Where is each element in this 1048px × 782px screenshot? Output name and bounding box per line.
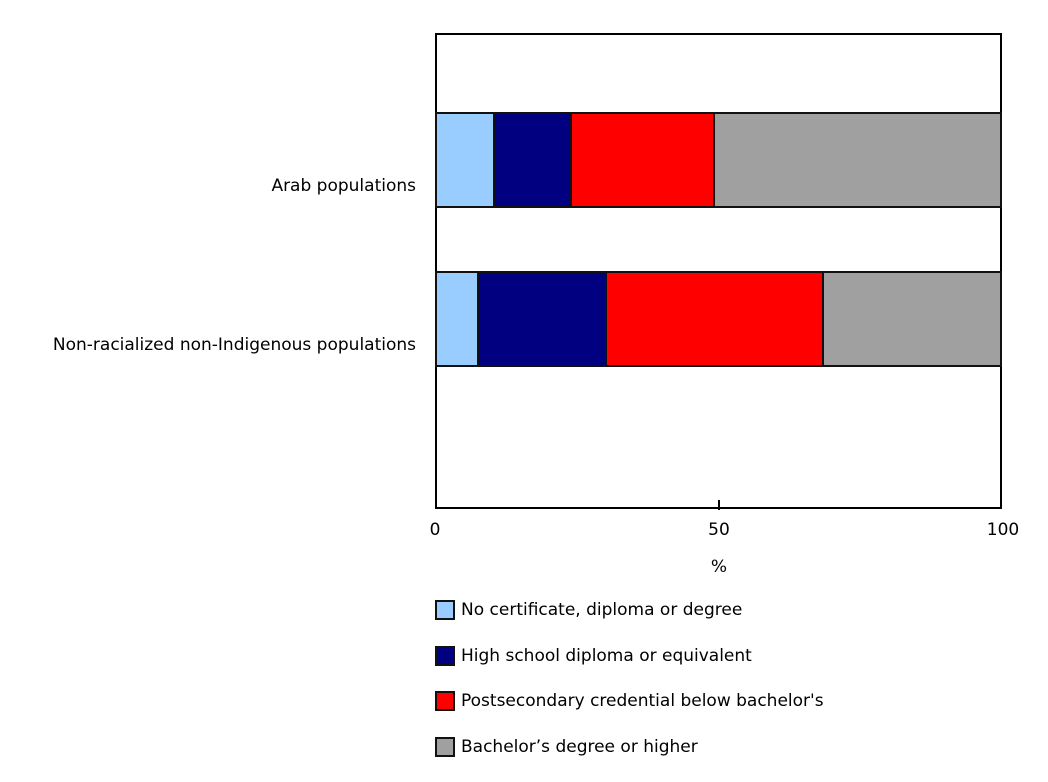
legend-swatch-gray: [435, 736, 455, 757]
legend-swatch-navy: [435, 645, 455, 666]
legend-label: Postsecondary credential below bachelor'…: [461, 691, 824, 711]
bar-segment-high-school-diploma-or-equivalent: [492, 112, 573, 208]
bar-arab-populations: [435, 112, 1002, 208]
legend-item-bachelors: Bachelor’s degree or higher: [435, 736, 824, 757]
legend-label: No certificate, diploma or degree: [461, 600, 743, 620]
bar-segment-bachelor-s-degree-or-higher: [821, 271, 1002, 367]
bar-segment-high-school-diploma-or-equivalent: [477, 271, 607, 367]
legend-label: Bachelor’s degree or higher: [461, 736, 698, 757]
legend-item-high-school: High school diploma or equivalent: [435, 645, 824, 666]
legend: No certificate, diploma or degree High s…: [435, 600, 824, 782]
category-label-arab: Arab populations: [271, 176, 416, 196]
bar-segment-postsecondary-credential-below-bachelor-s: [604, 271, 824, 367]
legend-label: High school diploma or equivalent: [461, 645, 752, 666]
bar-non-racialized-populations: [435, 271, 1002, 367]
bar-segment-no-certificate-diploma-or-degree: [435, 271, 480, 367]
legend-item-postsecondary: Postsecondary credential below bachelor'…: [435, 691, 824, 711]
bar-segment-postsecondary-credential-below-bachelor-s: [570, 112, 715, 208]
x-tick-label-50: 50: [708, 520, 730, 540]
x-tick-label-100: 100: [986, 520, 1020, 540]
x-axis-title: %: [710, 557, 728, 577]
legend-swatch-red: [435, 691, 455, 711]
legend-item-no-certificate: No certificate, diploma or degree: [435, 600, 824, 620]
x-tick-50: [718, 500, 720, 510]
bar-segment-bachelor-s-degree-or-higher: [712, 112, 1002, 208]
plot-area: [435, 33, 1002, 509]
x-tick-label-0: 0: [429, 520, 441, 540]
legend-swatch-light-blue: [435, 600, 455, 620]
category-label-non-racialized: Non-racialized non-Indigenous population…: [52, 335, 416, 355]
bar-segment-no-certificate-diploma-or-degree: [435, 112, 495, 208]
